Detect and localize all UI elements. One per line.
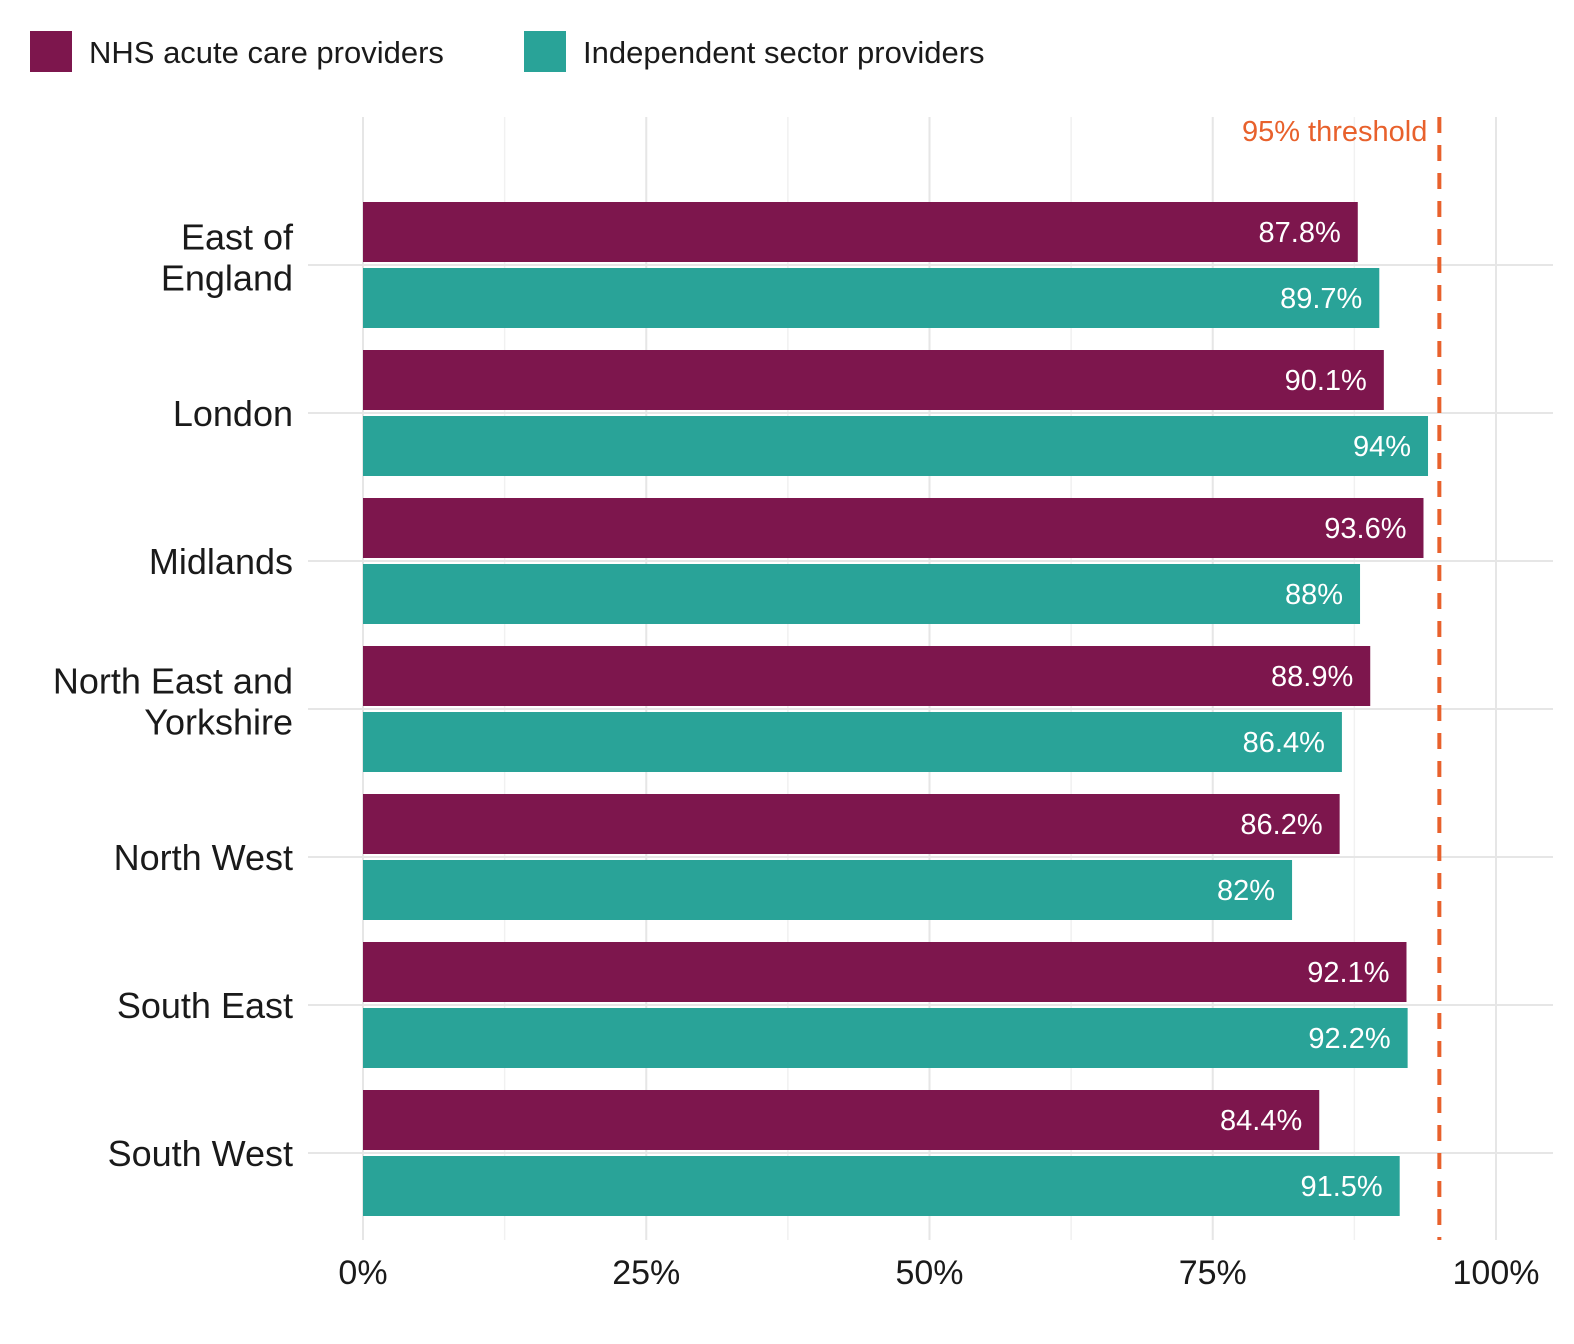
bar-value-label: 87.8% <box>1259 217 1341 249</box>
category-label: Yorkshire <box>144 702 293 743</box>
bar-value-label: 94% <box>1353 431 1411 463</box>
legend-label: Independent sector providers <box>583 35 985 70</box>
bar-value-label: 92.1% <box>1307 957 1389 989</box>
bars: 87.8% 89.7% 90.1% 94% 93.6% 88% 88.9% 86.4% 86.2… <box>363 202 1429 1216</box>
category-label: Midlands <box>149 541 293 582</box>
bar-value-label: 89.7% <box>1280 283 1362 315</box>
legend: NHS acute care providers Independent sect… <box>30 31 985 72</box>
category-label: South East <box>117 985 293 1026</box>
bar-value-label: 91.5% <box>1300 1171 1382 1203</box>
legend-swatch <box>30 31 72 72</box>
threshold: 95% threshold <box>1242 116 1442 1240</box>
category-label: East of <box>181 217 294 258</box>
bar-value-label: 92.2% <box>1308 1023 1390 1055</box>
bar-value-label: 88.9% <box>1271 661 1353 693</box>
bar <box>363 1156 1400 1216</box>
bar-value-label: 88% <box>1285 579 1343 611</box>
threshold-label: 95% threshold <box>1242 116 1427 148</box>
bar <box>363 268 1380 328</box>
bar <box>363 712 1342 772</box>
bar-value-label: 82% <box>1217 875 1275 907</box>
bar <box>363 498 1424 558</box>
legend-swatch <box>524 31 566 72</box>
bar <box>363 416 1429 476</box>
category-label: South West <box>108 1133 293 1174</box>
bar <box>363 202 1358 262</box>
category-label: London <box>173 393 293 434</box>
x-tick-label: 75% <box>1179 1254 1247 1292</box>
bar-value-label: 90.1% <box>1285 365 1367 397</box>
legend-label: NHS acute care providers <box>89 35 444 70</box>
x-tick-label: 100% <box>1453 1254 1540 1292</box>
bar <box>363 646 1371 706</box>
category-label: England <box>161 258 293 299</box>
bar <box>363 860 1293 920</box>
bar-value-label: 84.4% <box>1220 1105 1302 1137</box>
bar <box>363 1008 1408 1068</box>
bar <box>363 794 1340 854</box>
bar <box>363 942 1407 1002</box>
bar-value-label: 86.2% <box>1240 809 1322 841</box>
x-axis-ticks: 0% 25% 50% 75% 100% <box>338 1254 1539 1292</box>
x-tick-label: 50% <box>895 1254 963 1292</box>
bar <box>363 564 1361 624</box>
bar <box>363 1090 1320 1150</box>
category-label: North East and <box>53 661 293 702</box>
x-tick-label: 25% <box>612 1254 680 1292</box>
bar-value-label: 93.6% <box>1324 513 1406 545</box>
x-tick-label: 0% <box>338 1254 387 1292</box>
bar-value-label: 86.4% <box>1243 727 1325 759</box>
category-label: North West <box>114 837 293 878</box>
bar <box>363 350 1384 410</box>
